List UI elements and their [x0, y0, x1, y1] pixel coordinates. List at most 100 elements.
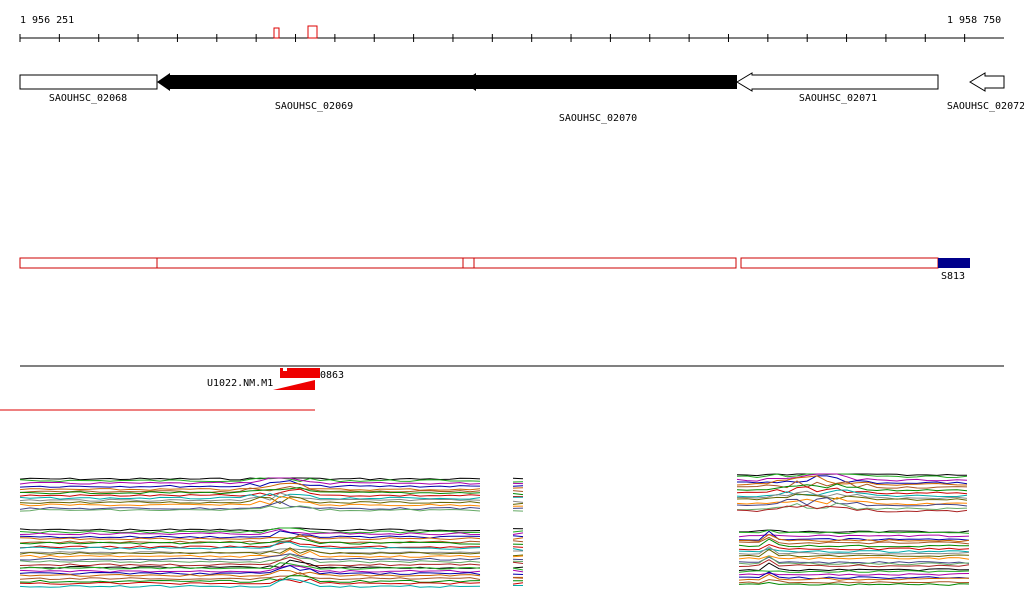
- segment: [19, 257, 158, 269]
- expression-line: [512, 537, 524, 540]
- expression-line: [512, 554, 524, 557]
- gene: [157, 73, 473, 91]
- expression-line: [512, 540, 524, 543]
- expression-line: [738, 579, 970, 584]
- expression-line: [19, 553, 481, 561]
- expression-line: [512, 532, 524, 535]
- expression-line: [512, 485, 524, 487]
- feature-triangle: [273, 380, 315, 390]
- expression-line: [19, 477, 481, 481]
- expression-line: [512, 493, 524, 496]
- expression-line: [19, 527, 481, 532]
- expression-line: [19, 541, 481, 550]
- expression-line: [19, 547, 481, 555]
- expression-line: [19, 486, 481, 495]
- expression-line: [738, 559, 970, 568]
- expression-line: [737, 475, 968, 485]
- expression-line: [512, 490, 524, 492]
- expression-line: [19, 500, 481, 510]
- segment: [462, 257, 475, 269]
- expression-line: [512, 567, 524, 571]
- expression-line: [19, 575, 481, 583]
- expression-line: [19, 492, 481, 502]
- gene: [969, 72, 1005, 92]
- gene-label: SAOUHSC_02069: [275, 101, 353, 112]
- expression-line: [738, 570, 970, 573]
- segments: [19, 257, 939, 269]
- expression-line: [19, 578, 481, 588]
- gene: [736, 72, 939, 92]
- expression-line: [736, 483, 968, 492]
- expression-line: [19, 556, 481, 567]
- feature-gap: [283, 368, 287, 371]
- expression-line: [736, 497, 968, 506]
- expression-line: [738, 555, 970, 566]
- ruler-end: 1 958 750: [947, 15, 1001, 26]
- expression-line: [738, 548, 970, 558]
- expression-line: [737, 490, 968, 500]
- expression-line: [19, 477, 481, 483]
- expression-line: [736, 475, 968, 486]
- expression-line: [736, 502, 968, 511]
- expression-line: [738, 572, 970, 576]
- segment-label: S813: [941, 271, 965, 282]
- expression-line: [19, 505, 481, 512]
- feature: [280, 368, 320, 378]
- expression-line: [738, 556, 970, 564]
- expression-line: [736, 504, 968, 513]
- feature-label: 0863: [320, 370, 344, 381]
- expression-line: [737, 480, 968, 489]
- expression-line: [738, 546, 970, 555]
- gene-label: SAOUHSC_02072: [947, 101, 1024, 112]
- expression-line: [19, 527, 481, 534]
- gene-label: SAOUHSC_02068: [49, 93, 127, 104]
- expression-line: [512, 577, 524, 579]
- expression-line: [738, 581, 970, 586]
- expression-line: [19, 578, 481, 585]
- expression-line: [512, 535, 524, 538]
- expression-line: [738, 534, 970, 538]
- expression-line: [738, 573, 970, 581]
- expression-line: [19, 562, 481, 570]
- marker: [273, 27, 280, 39]
- expression-line: [736, 493, 968, 501]
- gene: [19, 74, 158, 90]
- expression-line: [738, 555, 970, 560]
- expression-tracks: [19, 473, 970, 588]
- expression-line: [19, 528, 481, 536]
- expression-line: [512, 569, 524, 573]
- expression-line: [738, 533, 970, 543]
- expression-line: [19, 477, 481, 485]
- expression-line: [19, 530, 481, 539]
- expression-line: [512, 561, 524, 564]
- expression-line: [736, 497, 968, 507]
- expression-line: [736, 486, 968, 495]
- expression-line: [19, 535, 481, 541]
- expression-line: [19, 569, 481, 578]
- expression-line: [512, 555, 524, 558]
- expression-line: [512, 566, 524, 569]
- segment: [473, 257, 737, 269]
- expression-line: [738, 543, 970, 551]
- expression-line: [736, 473, 968, 479]
- segment: [740, 257, 939, 269]
- expression-line: [19, 537, 481, 545]
- expression-line: [738, 536, 970, 545]
- segment: [156, 257, 464, 269]
- expression-line: [512, 500, 524, 503]
- gene-label: SAOUHSC_02070: [559, 113, 637, 124]
- expression-line: [738, 538, 969, 548]
- ruler-start: 1 956 251: [20, 15, 74, 26]
- segment-highlight: [938, 258, 970, 268]
- ruler-ticks: [19, 34, 966, 42]
- expression-line: [512, 530, 524, 533]
- expression-line: [512, 502, 524, 505]
- expression-line: [738, 529, 970, 535]
- expression-line: [19, 485, 481, 493]
- expression-line: [512, 582, 524, 585]
- feature-name: U1022.NM.M1: [207, 378, 273, 389]
- expression-line: [19, 480, 481, 488]
